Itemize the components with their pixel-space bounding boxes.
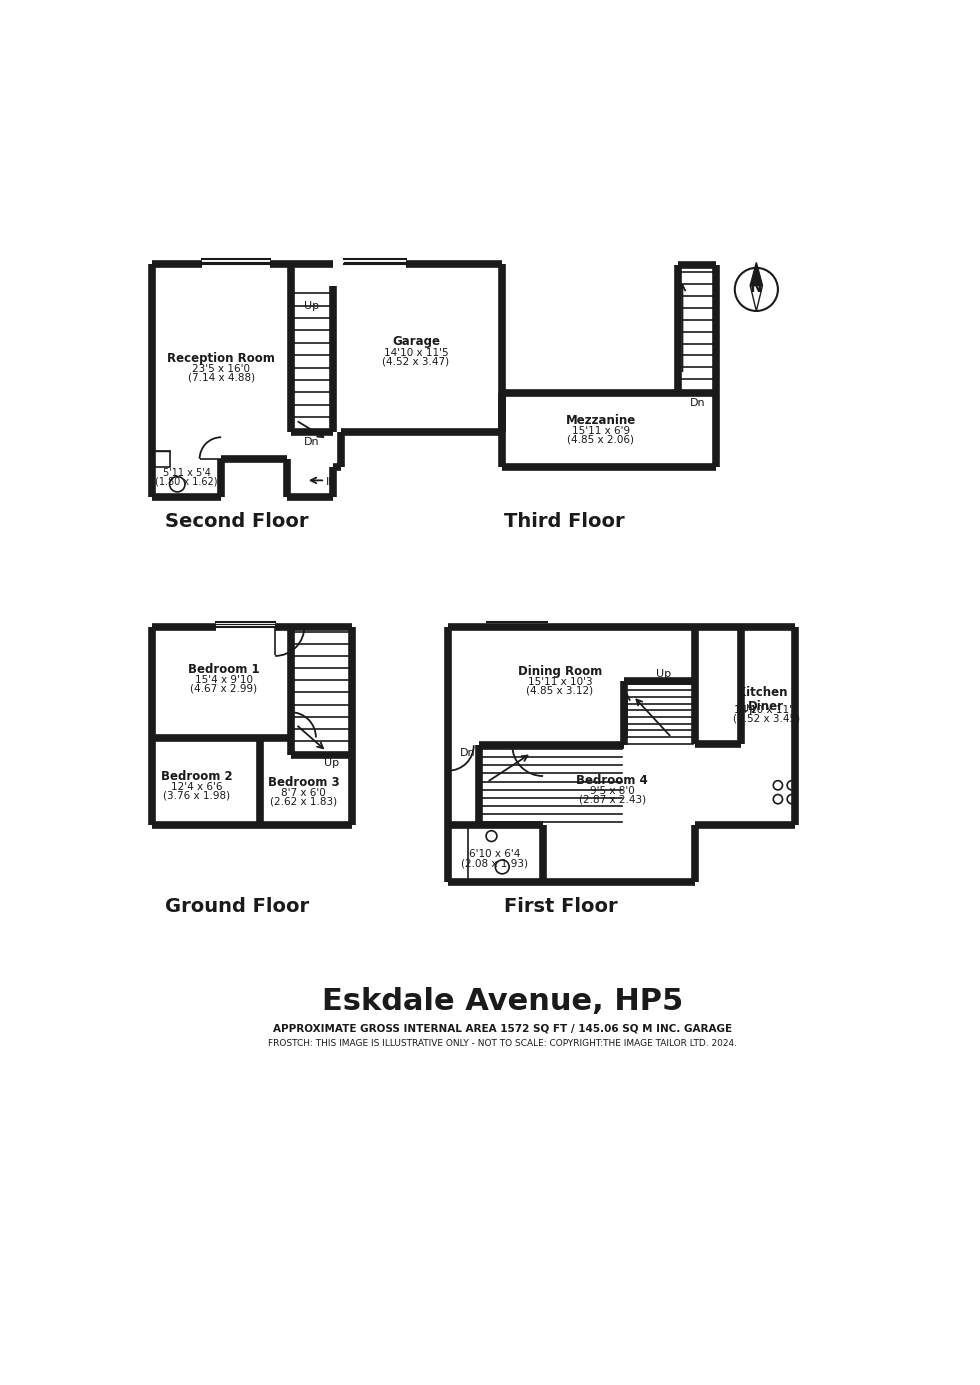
Polygon shape: [751, 262, 762, 285]
Text: 15'4 x 9'10: 15'4 x 9'10: [194, 674, 253, 684]
Text: 14'10 x 11'4: 14'10 x 11'4: [734, 705, 799, 715]
Text: Bedroom 3: Bedroom 3: [268, 776, 339, 788]
Text: (1.80 x 1.62): (1.80 x 1.62): [155, 476, 218, 486]
Text: 8'7 x 6'0: 8'7 x 6'0: [281, 788, 326, 798]
Text: (7.14 x 4.88): (7.14 x 4.88): [187, 373, 255, 382]
Text: (2.87 x 2.43): (2.87 x 2.43): [579, 795, 646, 805]
Text: (4.52 x 3.47): (4.52 x 3.47): [382, 356, 450, 366]
Circle shape: [495, 860, 510, 874]
Text: Bedroom 2: Bedroom 2: [161, 770, 232, 783]
Text: Garage: Garage: [392, 335, 440, 348]
Text: IN: IN: [326, 476, 338, 488]
Text: 23'5 x 16'0: 23'5 x 16'0: [192, 364, 250, 374]
Text: Dining Room: Dining Room: [517, 665, 602, 677]
Text: (2.62 x 1.83): (2.62 x 1.83): [270, 796, 337, 806]
Circle shape: [170, 476, 185, 492]
Text: (3.76 x 1.98): (3.76 x 1.98): [163, 791, 230, 801]
Text: Bedroom 4: Bedroom 4: [576, 774, 648, 787]
Text: 15'11 x 6'9: 15'11 x 6'9: [571, 427, 630, 436]
Text: Up: Up: [305, 302, 319, 312]
Text: 15'11 x 10'3: 15'11 x 10'3: [527, 677, 592, 687]
Text: Kitchen /
Diner: Kitchen / Diner: [737, 686, 796, 713]
Text: Dn: Dn: [460, 748, 475, 758]
Text: (4.85 x 2.06): (4.85 x 2.06): [567, 435, 634, 445]
Text: N: N: [750, 280, 762, 295]
Polygon shape: [751, 285, 762, 312]
Text: 14'10 x 11'5: 14'10 x 11'5: [384, 348, 448, 357]
Text: 12'4 x 6'6: 12'4 x 6'6: [171, 781, 222, 792]
Text: (4.52 x 3.45): (4.52 x 3.45): [733, 713, 800, 723]
Text: Third Floor: Third Floor: [504, 512, 624, 532]
Text: Up: Up: [657, 669, 671, 680]
Text: Mezzanine: Mezzanine: [565, 414, 636, 427]
Text: Reception Room: Reception Room: [168, 352, 275, 366]
Text: 9'5 x 8'0: 9'5 x 8'0: [590, 787, 635, 796]
Text: Eskdale Avenue, HP5: Eskdale Avenue, HP5: [321, 988, 683, 1017]
Text: FROSTCH: THIS IMAGE IS ILLUSTRATIVE ONLY - NOT TO SCALE: COPYRIGHT:THE IMAGE TAI: FROSTCH: THIS IMAGE IS ILLUSTRATIVE ONLY…: [268, 1040, 737, 1048]
Text: Up: Up: [323, 758, 339, 767]
Bar: [154, 452, 170, 467]
Bar: [467, 827, 541, 881]
Text: Bedroom 1: Bedroom 1: [188, 662, 260, 676]
Text: Second Floor: Second Floor: [165, 512, 309, 532]
Text: First Floor: First Floor: [504, 897, 617, 917]
Text: (2.08 x 1.93): (2.08 x 1.93): [461, 859, 528, 868]
Text: 6'10 x 6'4: 6'10 x 6'4: [468, 849, 520, 859]
Text: Dn: Dn: [304, 436, 319, 447]
Text: (4.85 x 3.12): (4.85 x 3.12): [526, 686, 594, 695]
Text: 5'11 x 5'4: 5'11 x 5'4: [163, 468, 211, 478]
Text: Ground Floor: Ground Floor: [165, 897, 309, 917]
Text: (4.67 x 2.99): (4.67 x 2.99): [190, 683, 257, 694]
Text: Up: Up: [741, 704, 757, 715]
Text: Dn: Dn: [690, 399, 706, 409]
Text: APPROXIMATE GROSS INTERNAL AREA 1572 SQ FT / 145.06 SQ M INC. GARAGE: APPROXIMATE GROSS INTERNAL AREA 1572 SQ …: [272, 1024, 732, 1033]
